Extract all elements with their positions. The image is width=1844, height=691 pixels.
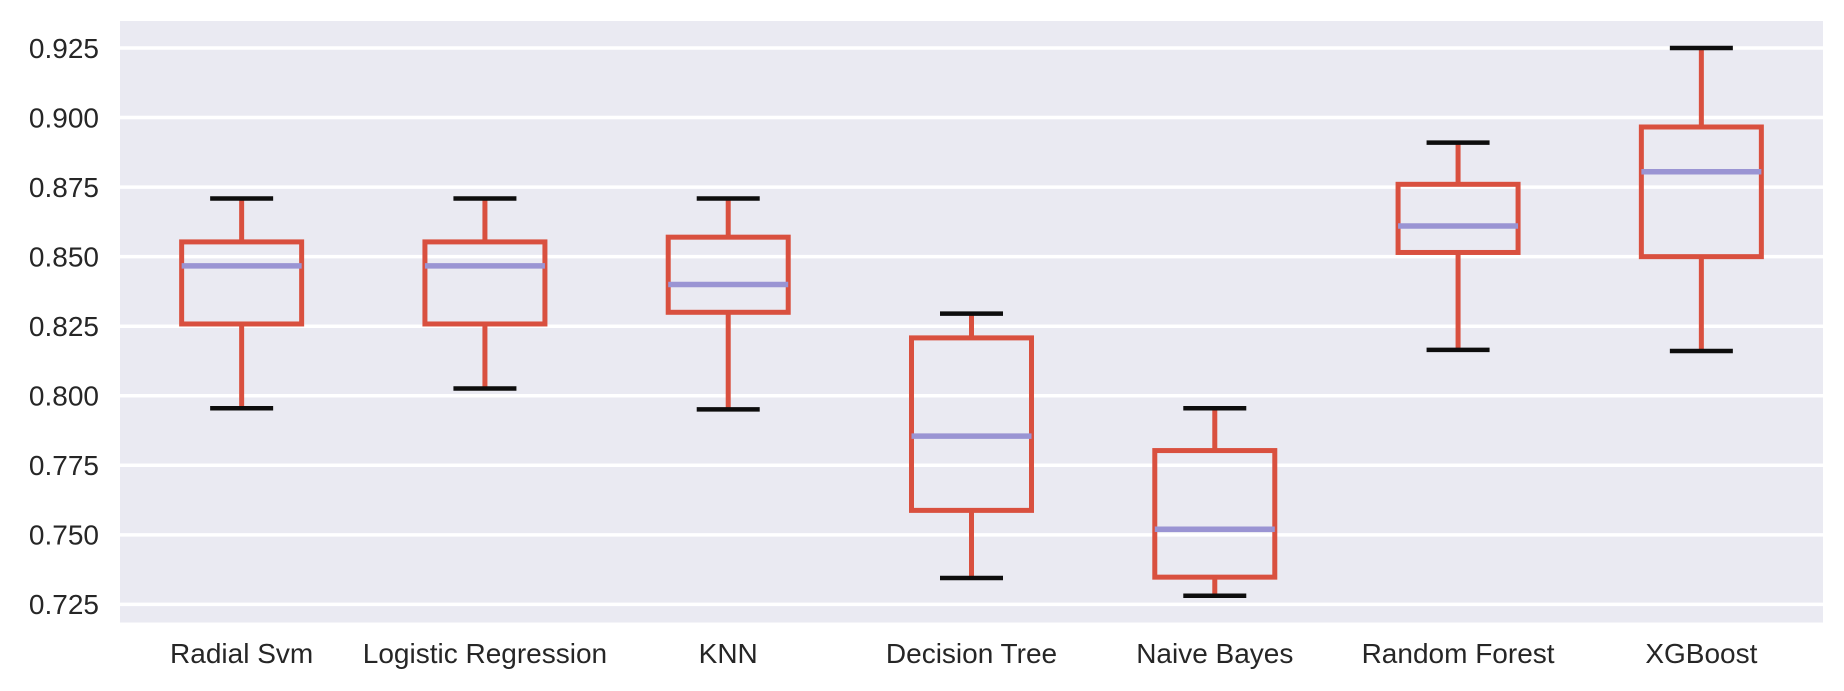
x-tick-label: Radial Svm [170,638,313,669]
box-rect [1395,181,1521,255]
x-tick-label: Decision Tree [886,638,1057,669]
y-tick-label: 0.800 [29,381,99,412]
y-tick-label: 0.900 [29,102,99,133]
x-tick-label: XGBoost [1645,638,1757,669]
box-rect [179,239,305,327]
x-tick-label: Logistic Regression [363,638,607,669]
y-tick-label: 0.750 [29,520,99,551]
box-rect [1152,448,1278,580]
x-tick-label: KNN [699,638,758,669]
box-rect [665,234,791,315]
box-rect [422,239,548,327]
y-tick-label: 0.850 [29,241,99,272]
y-tick-label: 0.725 [29,589,99,620]
y-tick-label: 0.775 [29,450,99,481]
box-rect [1638,124,1764,260]
y-tick-label: 0.875 [29,172,99,203]
x-tick-label: Naive Bayes [1136,638,1293,669]
y-tick-label: 0.925 [29,33,99,64]
y-tick-label: 0.825 [29,311,99,342]
x-tick-label: Random Forest [1362,638,1555,669]
box-rect [909,335,1034,513]
